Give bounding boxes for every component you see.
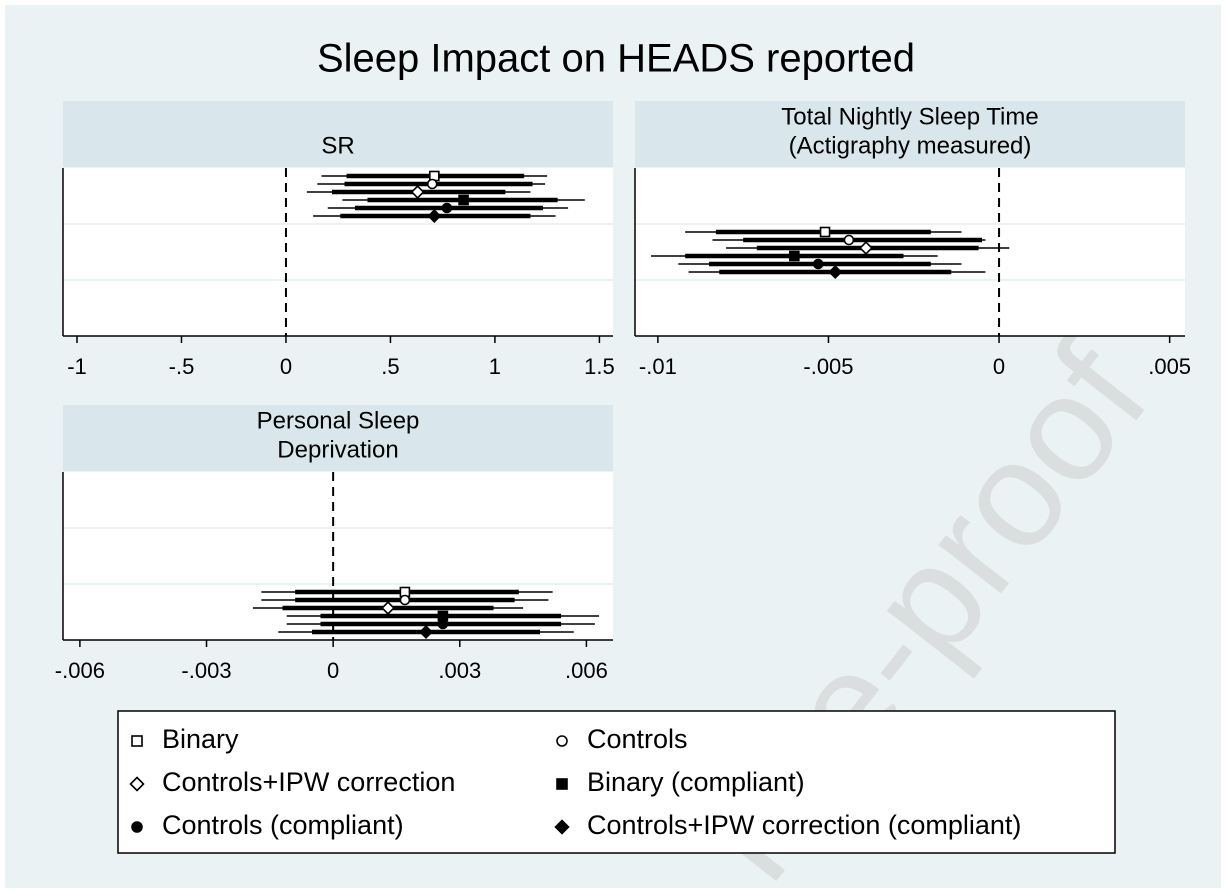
panel-header [635,101,1185,167]
plot-area [635,168,1185,336]
marker [819,226,831,238]
x-tick-label: -.01 [639,354,677,379]
chart-title: Sleep Impact on HEADS reported [317,37,915,81]
plot-area [63,472,613,640]
legend-label: Controls (compliant) [162,810,404,840]
panel-title: Personal Sleep [257,407,420,434]
x-tick-label: 1 [489,354,501,379]
marker [554,819,570,835]
marker [843,234,855,246]
x-tick-label: 0 [327,658,339,683]
marker [812,258,824,270]
x-tick-label: .003 [438,658,481,683]
marker [437,618,449,630]
x-tick-label: 1.5 [584,354,615,379]
x-tick-label: .005 [1148,354,1191,379]
marker [458,194,469,206]
legend-label: Binary [162,724,239,754]
panel-header [63,101,613,167]
plot-area [63,168,613,336]
x-tick-label: -.5 [169,354,195,379]
marker [129,776,145,792]
marker [427,209,442,223]
x-tick-label: .5 [381,354,399,379]
x-tick-label: 0 [993,354,1005,379]
legend-label: Controls [587,724,688,754]
legend-label: Binary (compliant) [587,767,805,797]
marker [399,594,411,606]
x-tick-label: -.003 [181,658,231,683]
panel-header [63,405,613,471]
panel-title: SR [321,132,354,159]
marker [131,735,143,747]
panel-title: (Actigraphy measured) [789,132,1032,159]
x-tick-label: -.005 [803,354,853,379]
marker [441,202,453,214]
panel-title: Deprivation [277,436,398,463]
x-tick-label: .006 [565,658,608,683]
x-tick-label: 0 [280,354,292,379]
legend-box [117,710,1116,854]
x-tick-label: -.006 [55,658,105,683]
panel-title: Total Nightly Sleep Time [781,103,1038,130]
marker [789,250,800,262]
marker [556,778,568,790]
legend-label: Controls+IPW correction [162,767,455,797]
marker [556,735,568,747]
marker [426,178,438,190]
marker [131,821,143,833]
marker [828,265,843,279]
x-tick-label: -1 [67,354,87,379]
marker [419,625,433,639]
legend-label: Controls+IPW correction (compliant) [587,810,1021,840]
